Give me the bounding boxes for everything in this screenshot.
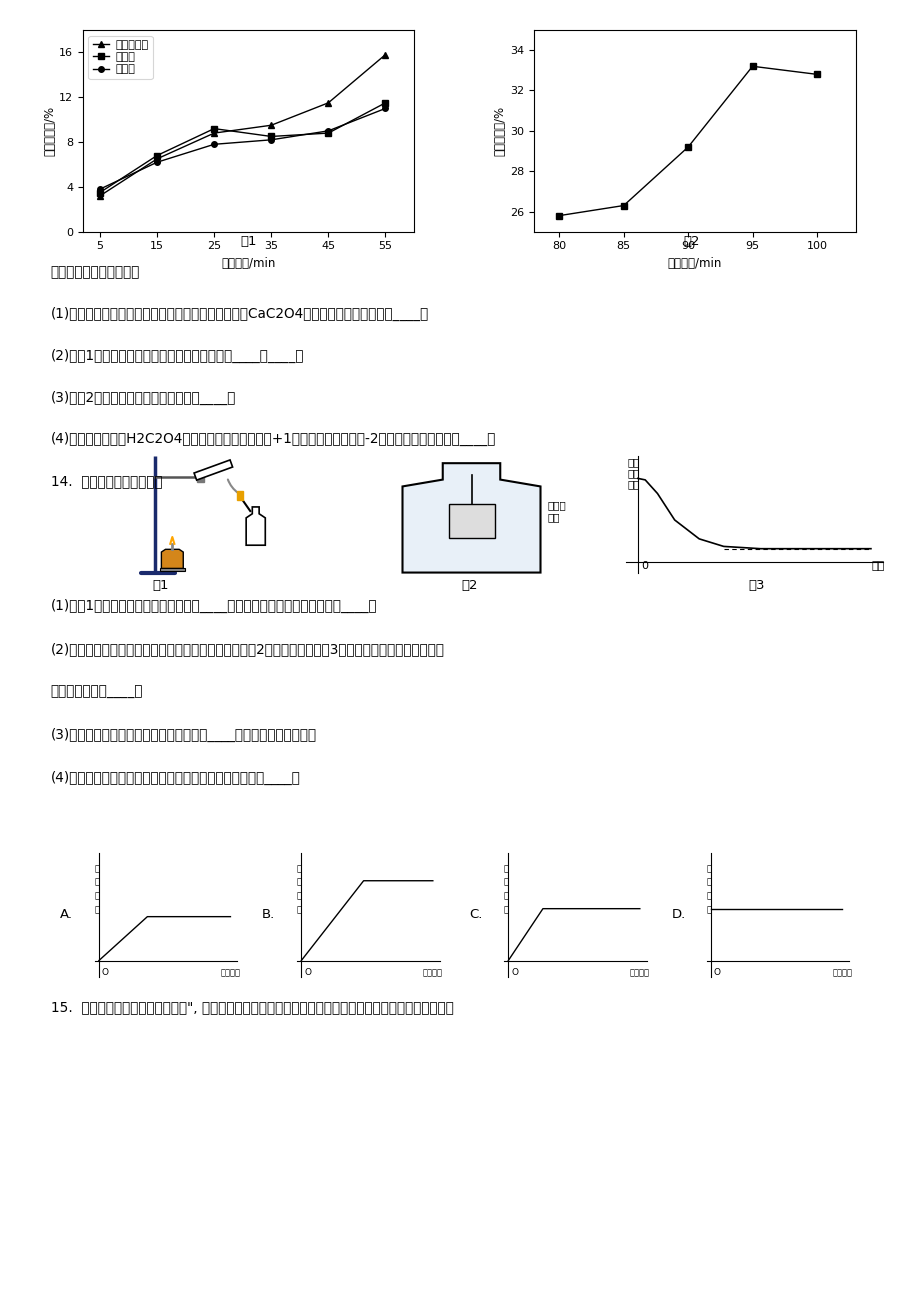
Text: 图2: 图2 xyxy=(460,578,477,591)
Text: 量: 量 xyxy=(297,905,301,914)
食盐水 xyxy=(209,121,220,137)
Text: C.: C. xyxy=(469,909,482,921)
食盐水 xyxy=(152,147,163,163)
Text: 氧: 氧 xyxy=(706,865,710,874)
Text: 图3: 图3 xyxy=(747,578,764,591)
Y-axis label: 草酸去除率/%: 草酸去除率/% xyxy=(43,105,56,156)
食盐水 xyxy=(266,129,277,145)
Text: 量: 量 xyxy=(504,905,508,914)
Text: 气: 气 xyxy=(95,878,99,887)
Text: 气: 气 xyxy=(706,878,710,887)
苏打水 xyxy=(380,100,391,116)
Text: 氧气: 氧气 xyxy=(628,457,640,467)
Text: 量: 量 xyxy=(706,905,710,914)
Text: 氧: 氧 xyxy=(504,865,508,874)
Text: 数下降的原因是____。: 数下降的原因是____。 xyxy=(51,685,143,699)
Text: 反应时间: 反应时间 xyxy=(832,967,851,976)
Text: 质: 质 xyxy=(706,892,710,900)
苏打水 xyxy=(95,181,106,197)
Text: (4)下图是生成氧气的质量随时间变化的关系图，正确的是____。: (4)下图是生成氧气的质量随时间变化的关系图，正确的是____。 xyxy=(51,771,301,785)
Text: 体积: 体积 xyxy=(628,469,640,478)
Text: 质: 质 xyxy=(95,892,99,900)
Text: 氧气传
感器: 氧气传 感器 xyxy=(547,500,565,522)
Polygon shape xyxy=(246,506,265,546)
Text: B.: B. xyxy=(262,909,275,921)
Text: A.: A. xyxy=(60,909,73,921)
Line: 苏打水: 苏打水 xyxy=(97,105,388,191)
Y-axis label: 草酸去除率/%: 草酸去除率/% xyxy=(494,105,506,156)
Legend: 果蔬清洗剂, 食盐水, 苏打水: 果蔬清洗剂, 食盐水, 苏打水 xyxy=(88,35,153,79)
Text: (4)草酸的化学式为H2C2O4，其中氢元素的化合价为+1，氧元素的化合价为-2，则碳元素的化合价为____。: (4)草酸的化学式为H2C2O4，其中氢元素的化合价为+1，氧元素的化合价为-2… xyxy=(51,432,495,447)
Line: 果蔬清洗剂: 果蔬清洗剂 xyxy=(97,52,388,199)
苏打水 xyxy=(323,124,334,139)
Text: (2)待氧气收集满后，向集气瓶中放入氧气传感器（如图2），测得数据如图3。从微观角度解释氧气体积分: (2)待氧气收集满后，向集气瓶中放入氧气传感器（如图2），测得数据如图3。从微观… xyxy=(51,642,444,656)
Text: 分数: 分数 xyxy=(628,479,640,490)
Text: O: O xyxy=(511,967,517,976)
Bar xyxy=(236,491,244,500)
Line: 食盐水: 食盐水 xyxy=(97,100,388,195)
果蔬清洗剂 xyxy=(209,125,220,141)
Text: 时间: 时间 xyxy=(870,561,884,572)
Bar xyxy=(197,471,203,482)
Polygon shape xyxy=(403,464,540,573)
食盐水 xyxy=(95,185,106,201)
Text: 15.  再生水是国际公认的第二水源", 是将生产生活中的污水经过处理达标后，可以在一定范围内使用的水，: 15. 再生水是国际公认的第二水源", 是将生产生活中的污水经过处理达标后，可以… xyxy=(51,1000,453,1014)
食盐水 xyxy=(323,125,334,141)
Text: (1)用图1装置制取氧气的文字表达式为____，导气管插到集气瓶底的原因是____。: (1)用图1装置制取氧气的文字表达式为____，导气管插到集气瓶底的原因是___… xyxy=(51,599,377,613)
X-axis label: 浸泡时间/min: 浸泡时间/min xyxy=(221,256,276,270)
Text: 氧: 氧 xyxy=(95,865,99,874)
Text: (1)草酸能与人体中的钙离子反应生成难溶的草酸钙（CaC2O4），钙离子的化学符号为____。: (1)草酸能与人体中的钙离子反应生成难溶的草酸钙（CaC2O4），钙离子的化学符… xyxy=(51,307,428,322)
Text: 质: 质 xyxy=(297,892,301,900)
Text: (3)由图2可知，菠菜焯水的最佳温度为____。: (3)由图2可知，菠菜焯水的最佳温度为____。 xyxy=(51,391,235,405)
Polygon shape xyxy=(161,549,183,569)
Text: 图2: 图2 xyxy=(683,234,699,247)
Text: 气: 气 xyxy=(504,878,508,887)
Text: 14.  用下图装置进行实验。: 14. 用下图装置进行实验。 xyxy=(51,474,162,488)
Text: O: O xyxy=(102,967,108,976)
Bar xyxy=(448,504,494,539)
Text: 依据文章回答下列问题：: 依据文章回答下列问题： xyxy=(51,266,140,280)
Text: 反应时间: 反应时间 xyxy=(221,967,240,976)
果蔬清洗剂 xyxy=(152,151,163,167)
果蔬清洗剂 xyxy=(95,187,106,203)
Text: O: O xyxy=(713,967,720,976)
Text: 气: 气 xyxy=(297,878,301,887)
Text: D.: D. xyxy=(671,909,685,921)
Text: (2)由图1可知，影响菠菜中草酸去除率的因素有____和____。: (2)由图1可知，影响菠菜中草酸去除率的因素有____和____。 xyxy=(51,349,304,363)
Text: 量: 量 xyxy=(95,905,99,914)
Text: (3)随着实验进行，测出氧气体积分数约为____时数值几乎不再变化。: (3)随着实验进行，测出氧气体积分数约为____时数值几乎不再变化。 xyxy=(51,728,316,742)
果蔬清洗剂 xyxy=(380,47,391,62)
X-axis label: 焯水温度/min: 焯水温度/min xyxy=(666,256,721,270)
果蔬清洗剂 xyxy=(266,117,277,133)
Text: 氧: 氧 xyxy=(297,865,301,874)
苏打水 xyxy=(266,132,277,147)
Bar xyxy=(160,568,185,572)
Text: O: O xyxy=(304,967,311,976)
Text: 图1: 图1 xyxy=(153,578,169,591)
Text: 0: 0 xyxy=(641,561,648,572)
果蔬清洗剂 xyxy=(323,95,334,111)
Polygon shape xyxy=(194,460,233,480)
Text: 图1: 图1 xyxy=(240,234,256,247)
Text: 反应时间: 反应时间 xyxy=(423,967,442,976)
苏打水 xyxy=(209,137,220,152)
Text: 质: 质 xyxy=(504,892,508,900)
苏打水 xyxy=(152,155,163,171)
食盐水 xyxy=(380,95,391,111)
Text: 反应时间: 反应时间 xyxy=(630,967,649,976)
